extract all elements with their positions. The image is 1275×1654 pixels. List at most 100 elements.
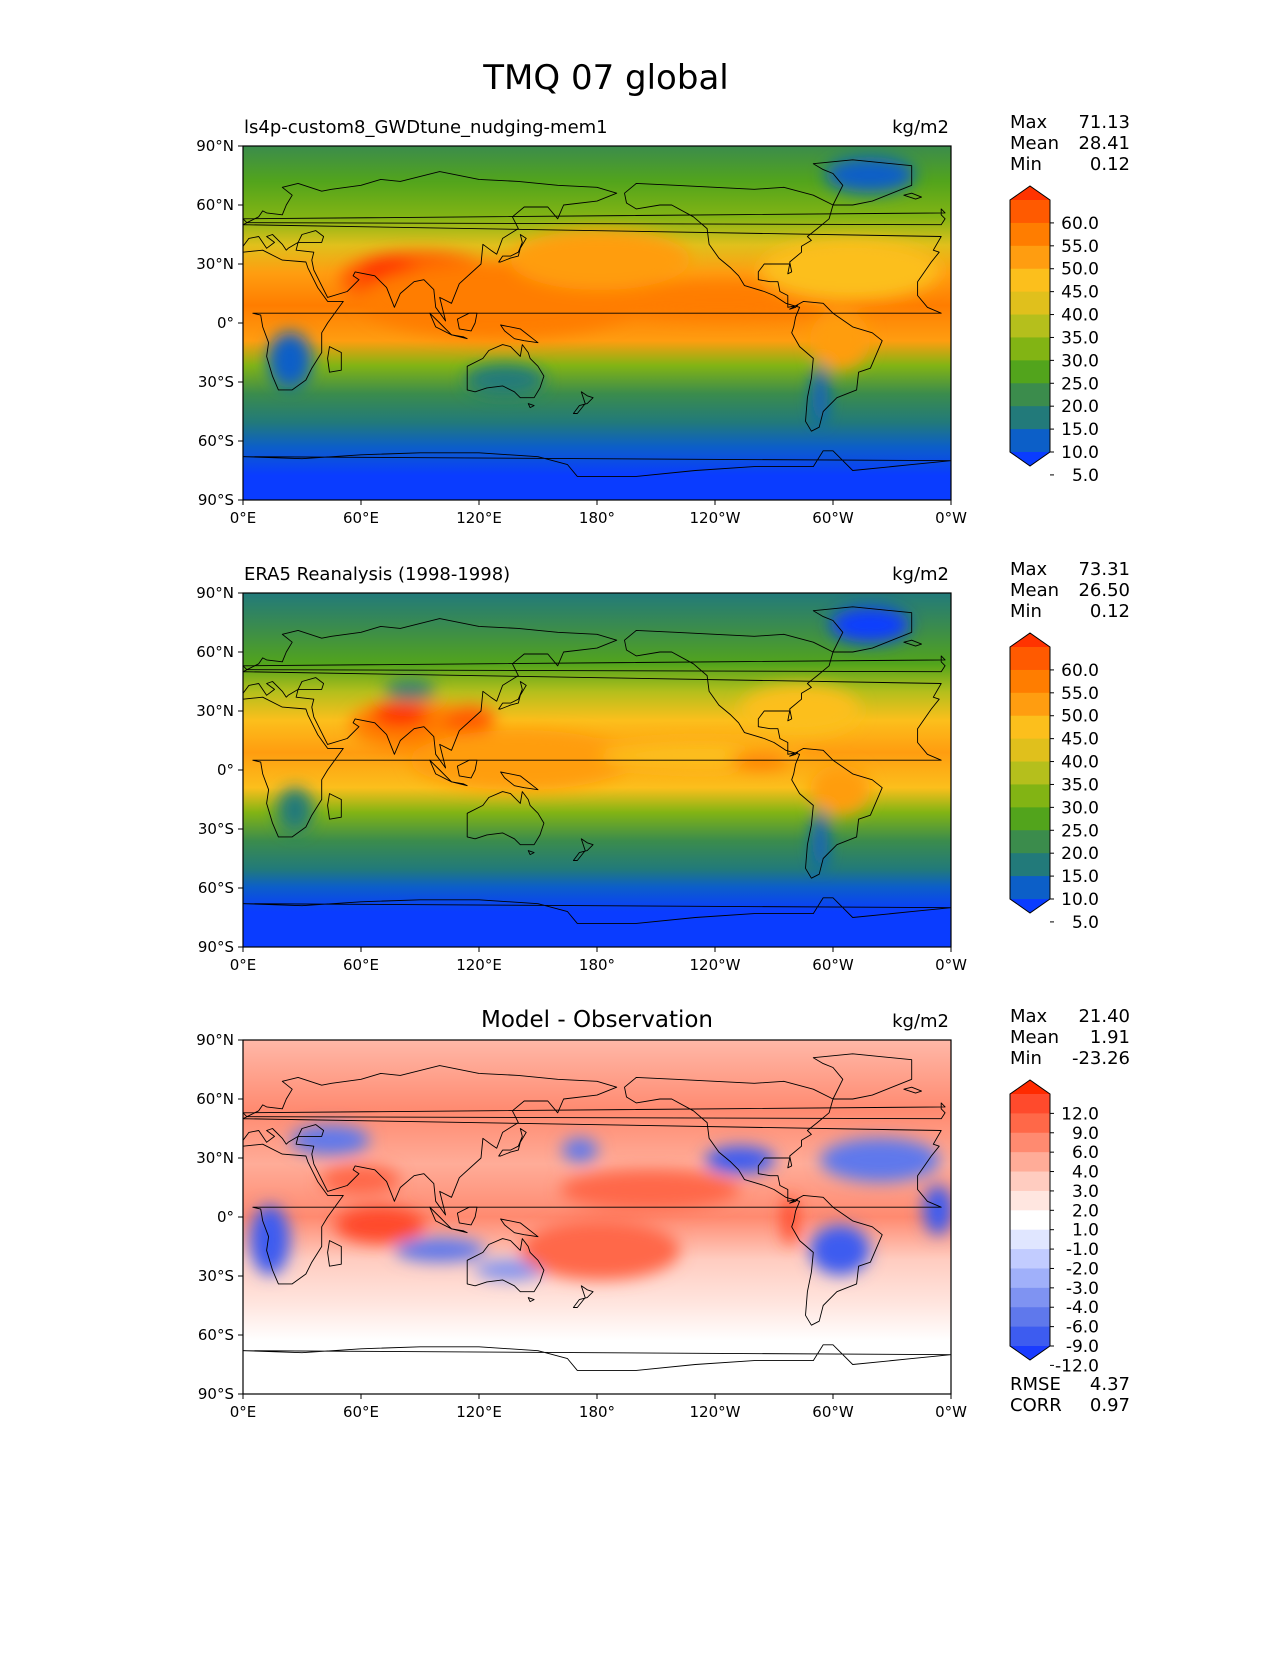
- colorbar-label: 12.0: [1061, 1104, 1099, 1124]
- colorbar-label: 45.0: [1061, 730, 1099, 750]
- coastline-4: [812, 606, 913, 653]
- coastline-4: [812, 159, 913, 206]
- colorbar-label: 55.0: [1061, 684, 1099, 704]
- colorbar-label: -9.0: [1066, 1337, 1099, 1357]
- coastline-1: [243, 171, 618, 322]
- colorbar-band: [1010, 715, 1050, 740]
- colorbar-label: 50.0: [1061, 707, 1099, 727]
- stat-rmse-label: RMSE: [1010, 1374, 1061, 1395]
- colorbar-label: 9.0: [1072, 1124, 1099, 1144]
- panel-model: ls4p-custom8_GWDtune_nudging-mem1 kg/m2 …: [196, 112, 1130, 527]
- lon-axis: 0°E 60°E 120°E 180° 120°W 60°W 0°W: [230, 500, 967, 527]
- colorbar-label: -4.0: [1066, 1298, 1099, 1318]
- lon-axis: 0°E 60°E 120°E 180° 120°W 60°W 0°W: [230, 947, 967, 974]
- panel-diff: Model - Observation kg/m2: [196, 1006, 1130, 1421]
- colorbar-label: 20.0: [1061, 397, 1099, 417]
- lat-axis: 90°N 60°N 30°N 0° 30°S 60°S 90°S: [196, 1031, 243, 1403]
- lon-tick-label: 120°E: [456, 509, 502, 527]
- colorbar-band: [1010, 738, 1050, 763]
- lat-tick-label: 30°S: [198, 373, 234, 391]
- stat-min-label: Min: [1010, 1048, 1042, 1069]
- colorbar-band: [1010, 268, 1050, 293]
- lat-axis: 90°N 60°N 30°N 0° 30°S 60°S 90°S: [196, 137, 243, 509]
- stat-max-label: Max: [1010, 112, 1048, 133]
- colorbar-band: [1010, 222, 1050, 247]
- colorbar-band: [1010, 853, 1050, 877]
- coastline-5: [243, 450, 951, 477]
- coastline-2: [466, 791, 545, 846]
- lat-tick-label: 90°S: [198, 938, 234, 956]
- coastline-10: [451, 1228, 468, 1234]
- stat-mean-label: Mean: [1010, 580, 1059, 601]
- coastline-0: [243, 224, 942, 391]
- colorbar-band: [1010, 669, 1050, 694]
- lon-tick-label: 60°W: [812, 956, 854, 974]
- coastline-14: [903, 192, 922, 200]
- coastline-0: [243, 1118, 942, 1285]
- colorbar-band: [1010, 429, 1050, 453]
- coastline-7: [498, 1128, 527, 1157]
- panel-obs: ERA5 Reanalysis (1998-1998) kg/m2 90°N 60…: [196, 559, 1130, 974]
- lon-tick-label: 0°W: [935, 509, 967, 527]
- lon-tick-label: 120°W: [690, 1403, 741, 1421]
- coastline-1: [243, 618, 618, 769]
- coastline-6: [572, 1285, 594, 1308]
- colorbar-band: [1010, 200, 1050, 224]
- stat-max-value: 71.13: [1078, 112, 1130, 133]
- colorbar-label: 5.0: [1072, 913, 1099, 933]
- coastline-14: [903, 1086, 922, 1094]
- lat-tick-label: 90°N: [196, 137, 234, 155]
- colorbar-label: 30.0: [1061, 798, 1099, 818]
- colorbar-label: 10.0: [1061, 890, 1099, 910]
- stat-mean-value: 28.41: [1078, 133, 1130, 154]
- stat-max-value: 21.40: [1078, 1006, 1130, 1027]
- lat-tick-label: 60°N: [196, 643, 234, 661]
- colorbar-label: 40.0: [1061, 306, 1099, 326]
- coastline-3: [624, 1076, 883, 1326]
- lon-axis: 0°E 60°E 120°E 180° 120°W 60°W 0°W: [230, 1394, 967, 1421]
- lon-tick-label: 0°W: [935, 1403, 967, 1421]
- colorbar-label: 60.0: [1061, 661, 1099, 681]
- stat-rmse-value: 4.37: [1090, 1374, 1130, 1395]
- stats-block: Max 71.13 Mean 28.41 Min 0.12: [1010, 112, 1130, 175]
- coastline-6: [572, 838, 594, 861]
- coastlines: [243, 1053, 951, 1371]
- colorbar-label: 10.0: [1061, 443, 1099, 463]
- lon-tick-label: 60°W: [812, 1403, 854, 1421]
- lon-tick-label: 0°E: [230, 509, 257, 527]
- colorbar-label: 40.0: [1061, 753, 1099, 773]
- lat-axis: 90°N 60°N 30°N 0° 30°S 60°S 90°S: [196, 584, 243, 956]
- coastline-11: [456, 1206, 478, 1226]
- colorbar-band: [1010, 761, 1050, 785]
- lat-tick-label: 0°: [217, 314, 234, 332]
- lon-tick-label: 0°E: [230, 1403, 257, 1421]
- stat-max-label: Max: [1010, 559, 1048, 580]
- colorbar-band: [1010, 406, 1050, 430]
- stat-min-label: Min: [1010, 154, 1042, 175]
- colorbar-band: [1010, 1249, 1050, 1269]
- colorbar-label: 15.0: [1061, 420, 1099, 440]
- lat-tick-label: 60°N: [196, 196, 234, 214]
- lat-tick-label: 60°S: [198, 879, 234, 897]
- lat-tick-label: 30°N: [196, 255, 234, 273]
- colorbar-band: [1010, 1307, 1050, 1328]
- coastline-12: [500, 1218, 539, 1238]
- colorbar-label: 35.0: [1061, 775, 1099, 795]
- colorbar-band: [1010, 1152, 1050, 1173]
- stat-min-label: Min: [1010, 601, 1042, 622]
- colorbar-band: [1010, 784, 1050, 808]
- colorbar-band: [1010, 337, 1050, 361]
- colorbar-label: 2.0: [1072, 1201, 1099, 1221]
- coastline-8: [327, 346, 342, 373]
- coastline-5: [243, 897, 951, 924]
- lat-tick-label: 0°: [217, 761, 234, 779]
- colorbar-label: 60.0: [1061, 214, 1099, 234]
- colorbar-band: [1010, 807, 1050, 831]
- coastline-10: [451, 334, 468, 340]
- colorbar-label: -12.0: [1055, 1356, 1099, 1376]
- stats-block: Max 73.31 Mean 26.50 Min 0.12: [1010, 559, 1130, 622]
- lat-tick-label: 90°N: [196, 584, 234, 602]
- coastline-2: [466, 1238, 545, 1293]
- coastline-7: [498, 681, 527, 710]
